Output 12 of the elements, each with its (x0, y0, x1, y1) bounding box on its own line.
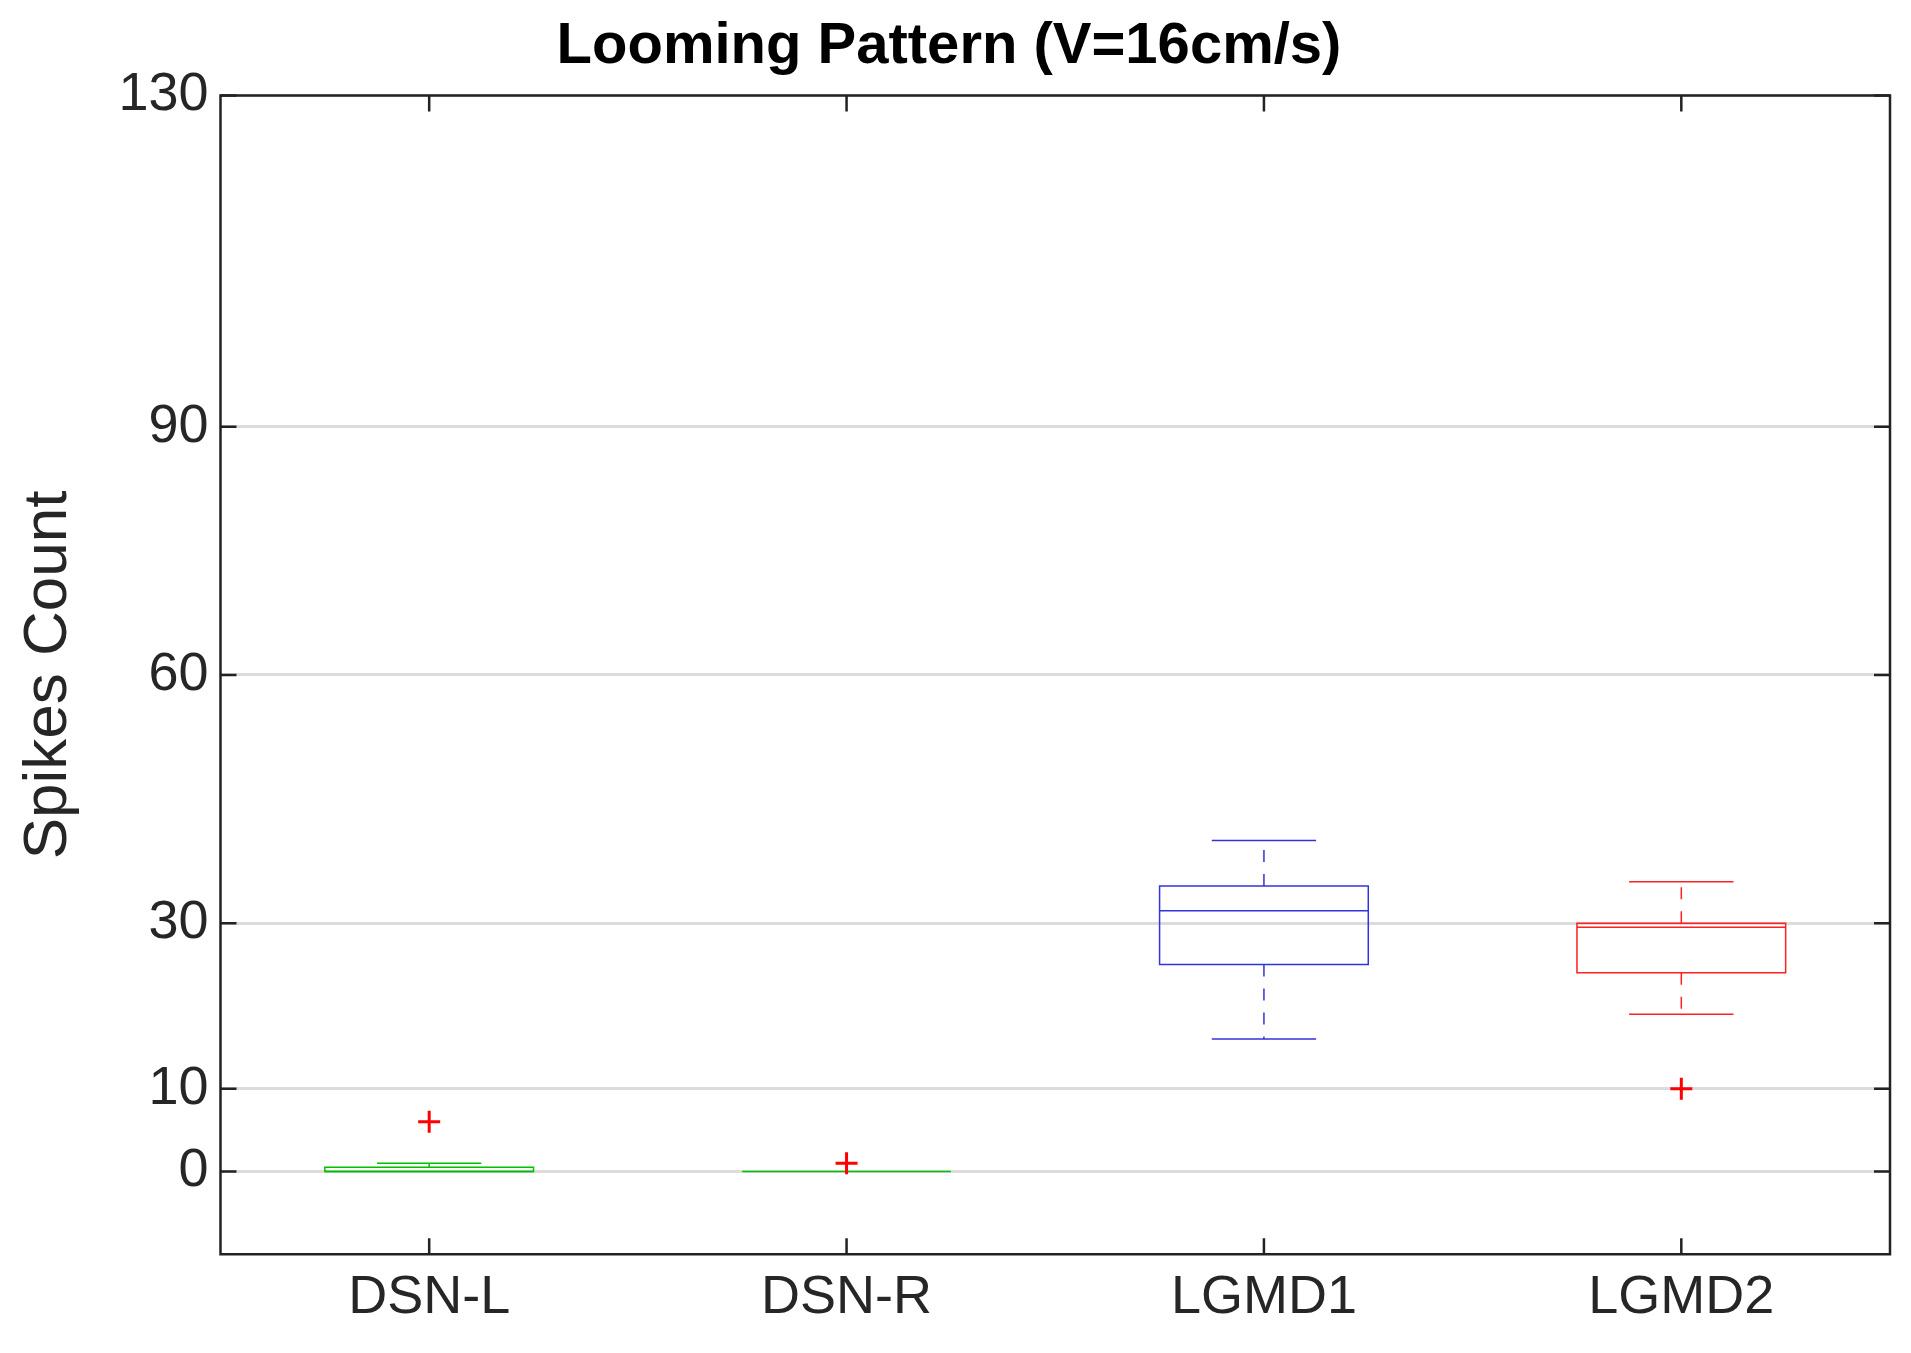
y-tick-label: 130 (118, 61, 209, 122)
x-tick-label: DSN-R (761, 1264, 933, 1325)
y-axis-title: Spikes Count (10, 490, 80, 860)
x-tick-label: LGMD2 (1588, 1264, 1775, 1325)
x-tick-label: DSN-L (348, 1264, 511, 1325)
x-tick-label: LGMD1 (1170, 1264, 1357, 1325)
y-tick-label: 30 (148, 889, 209, 950)
y-tick-label: 60 (148, 640, 209, 701)
y-tick-label: 10 (148, 1054, 209, 1115)
y-tick-label: 0 (178, 1137, 209, 1198)
y-tick-label: 90 (148, 392, 209, 453)
chart-title: Looming Pattern (V=16cm/s) (556, 9, 1342, 75)
